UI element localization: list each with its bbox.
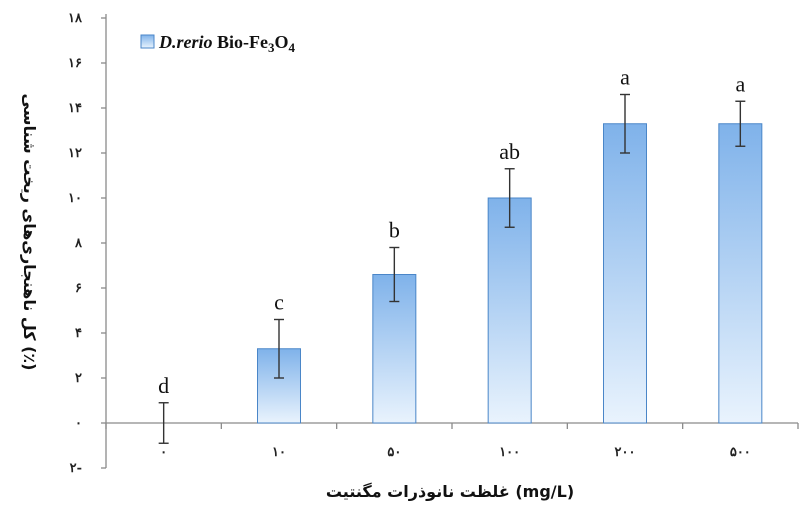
x-axis-title: غلظت نانوذرات مگنتیت (mg/L) xyxy=(326,482,574,501)
y-axis-ticks: ۲- ۰ ۲ ۴ ۶ ۸ ۱۰ ۱۲ ۱۴ ۱۶ ۱۸ xyxy=(68,11,106,476)
x-tick-label: ۲۰۰ xyxy=(615,445,636,460)
significance-label: a xyxy=(620,65,630,90)
y-tick-label: ۶ xyxy=(75,281,82,296)
bars: d c b ab a a xyxy=(158,65,763,444)
y-tick-label: ۲ xyxy=(75,371,82,386)
y-tick-label: ۰ xyxy=(75,416,82,431)
significance-label: c xyxy=(274,290,284,315)
significance-label: b xyxy=(389,218,400,243)
y-tick-label: ۲- xyxy=(70,461,82,476)
x-axis-tick-labels: ۰ ۱۰ ۵۰ ۱۰۰ ۲۰۰ ۵۰۰ xyxy=(160,445,751,460)
x-tick-label: ۵۰ xyxy=(387,445,401,460)
x-tick-label: ۱۰۰ xyxy=(499,445,520,460)
significance-label: a xyxy=(735,71,745,96)
axes xyxy=(105,14,799,468)
y-axis-title: کل ناهنجاری‌های ریخت شناسی (٪) xyxy=(20,94,39,371)
legend-species: D.rerio xyxy=(158,32,213,52)
bar xyxy=(603,123,647,424)
significance-label: d xyxy=(158,373,169,398)
y-tick-label: ۱۰ xyxy=(68,191,82,206)
y-tick-label: ۸ xyxy=(74,236,83,251)
x-tick-label: ۰ xyxy=(160,445,167,460)
x-tick-label: ۱۰ xyxy=(272,445,286,460)
y-tick-label: ۱۲ xyxy=(68,146,82,161)
bar xyxy=(487,197,532,424)
y-tick-label: ۱۸ xyxy=(68,11,83,26)
legend: D.rerio Bio-Fe3O4 xyxy=(140,32,296,55)
bar xyxy=(718,123,763,424)
legend-label: D.rerio Bio-Fe3O4 xyxy=(158,32,296,55)
legend-text-rest: Bio-Fe xyxy=(213,32,269,52)
y-tick-label: ۴ xyxy=(75,326,82,341)
y-tick-label: ۱۴ xyxy=(68,101,82,116)
x-tick-label: ۵۰۰ xyxy=(730,445,751,460)
legend-swatch xyxy=(140,34,155,49)
significance-label: ab xyxy=(499,139,520,164)
y-tick-label: ۱۶ xyxy=(68,56,82,71)
legend-sub-2: 4 xyxy=(289,40,296,55)
legend-text-mid: O xyxy=(275,32,289,52)
legend-sub-1: 3 xyxy=(268,40,275,55)
